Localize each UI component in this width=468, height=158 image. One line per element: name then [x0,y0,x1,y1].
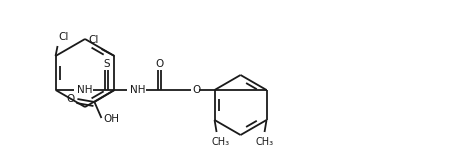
Text: O: O [192,85,200,95]
Text: O: O [67,94,75,103]
Text: OH: OH [103,114,119,124]
Text: O: O [155,59,163,69]
Text: CH₃: CH₃ [256,137,274,147]
Text: S: S [103,59,110,69]
Text: NH: NH [77,85,92,95]
Text: Cl: Cl [88,35,99,45]
Text: Cl: Cl [58,32,69,42]
Text: CH₃: CH₃ [212,137,230,147]
Text: NH: NH [130,85,145,95]
